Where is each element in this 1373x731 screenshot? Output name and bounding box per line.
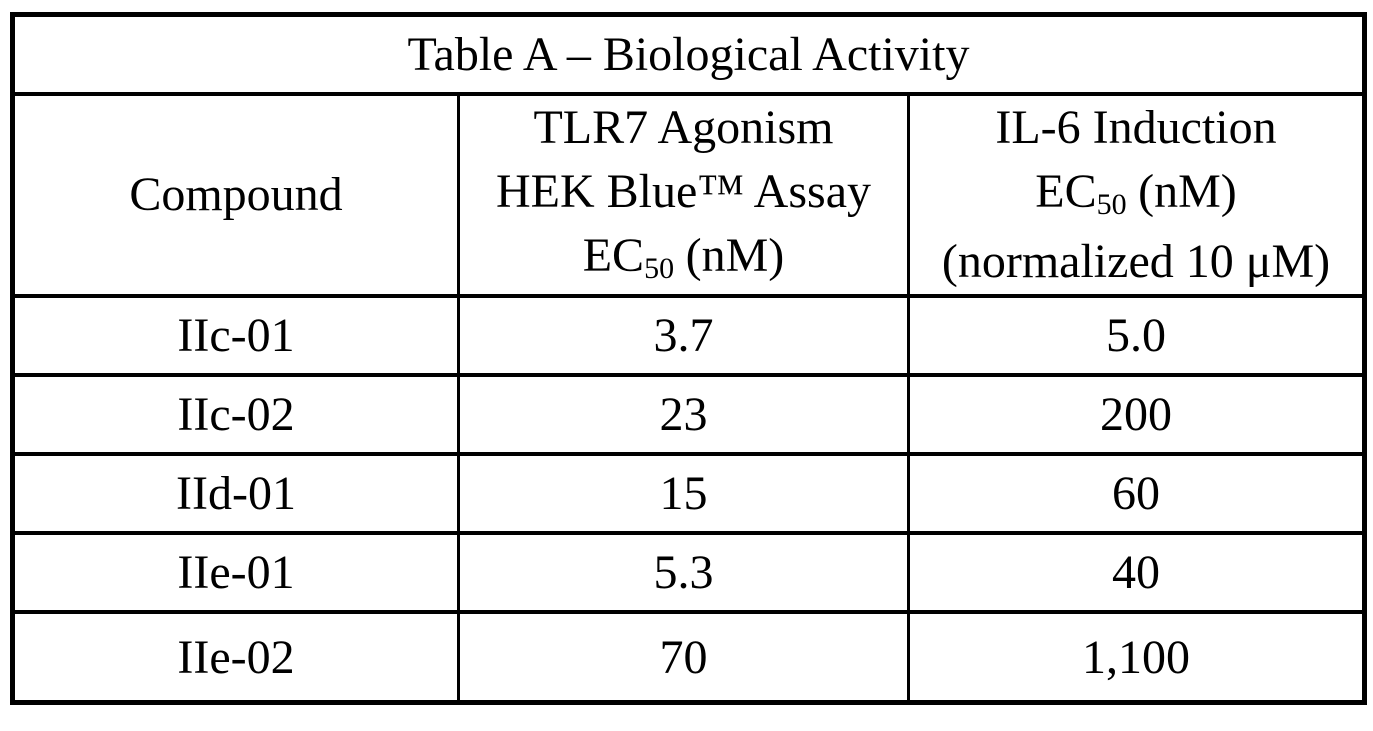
cell-il6-ec50: 200 xyxy=(906,373,1367,456)
cell-compound: IId-01 xyxy=(11,452,460,535)
table-row: IId-01 15 60 xyxy=(11,452,1367,535)
cell-tlr7-ec50: 5.3 xyxy=(457,531,910,614)
column-header-compound: Compound xyxy=(11,92,460,298)
table-row: IIe-02 70 1,100 xyxy=(11,610,1367,705)
table-title: Table A – Biological Activity xyxy=(10,12,1367,96)
cell-il6-ec50: 1,100 xyxy=(906,610,1367,705)
cell-il6-ec50: 60 xyxy=(906,452,1367,535)
cell-compound: IIc-02 xyxy=(11,373,460,456)
table-row: IIe-01 5.3 40 xyxy=(11,531,1367,614)
ec-unit: (nM) xyxy=(685,229,785,282)
cell-il6-ec50: 40 xyxy=(906,531,1367,614)
cell-tlr7-ec50: 70 xyxy=(457,610,910,705)
tlr7-header-line1: TLR7 Agonism xyxy=(533,101,834,154)
cell-tlr7-ec50: 23 xyxy=(457,373,910,456)
il6-header-line2: EC50 (nM) xyxy=(910,160,1362,230)
ec-subscript: 50 xyxy=(1096,187,1127,221)
cell-tlr7-ec50: 3.7 xyxy=(457,294,910,377)
table-header-row: Compound TLR7 Agonism HEK Blue™ Assay EC… xyxy=(11,92,1367,298)
table-row: IIc-02 23 200 xyxy=(11,373,1367,456)
column-header-il6-induction: IL-6 Induction EC50 (nM) (normalized 10 μ… xyxy=(906,92,1367,298)
table-row: IIc-01 3.7 5.0 xyxy=(11,294,1367,377)
ec-subscript: 50 xyxy=(644,251,675,285)
ec-label: EC xyxy=(582,229,645,282)
cell-compound: IIe-01 xyxy=(11,531,460,614)
cell-compound: IIc-01 xyxy=(11,294,460,377)
ec-label: EC xyxy=(1035,165,1097,218)
il6-header-line3: (normalized 10 μM) xyxy=(941,235,1331,288)
table-title-row: Table A – Biological Activity xyxy=(10,12,1367,96)
cell-compound: IIe-02 xyxy=(11,610,460,705)
biological-activity-table: Table A – Biological Activity Compound T… xyxy=(10,12,1368,705)
tlr7-header-line2: HEK Blue™ Assay xyxy=(495,165,872,218)
cell-il6-ec50: 5.0 xyxy=(906,294,1367,377)
column-header-tlr7-agonism: TLR7 Agonism HEK Blue™ Assay EC50 (nM) xyxy=(457,92,910,298)
cell-tlr7-ec50: 15 xyxy=(457,452,910,535)
ec-unit: (nM) xyxy=(1138,165,1237,218)
il6-header-line1: IL-6 Induction xyxy=(995,101,1277,154)
tlr7-header-line3: EC50 (nM) xyxy=(460,224,907,294)
